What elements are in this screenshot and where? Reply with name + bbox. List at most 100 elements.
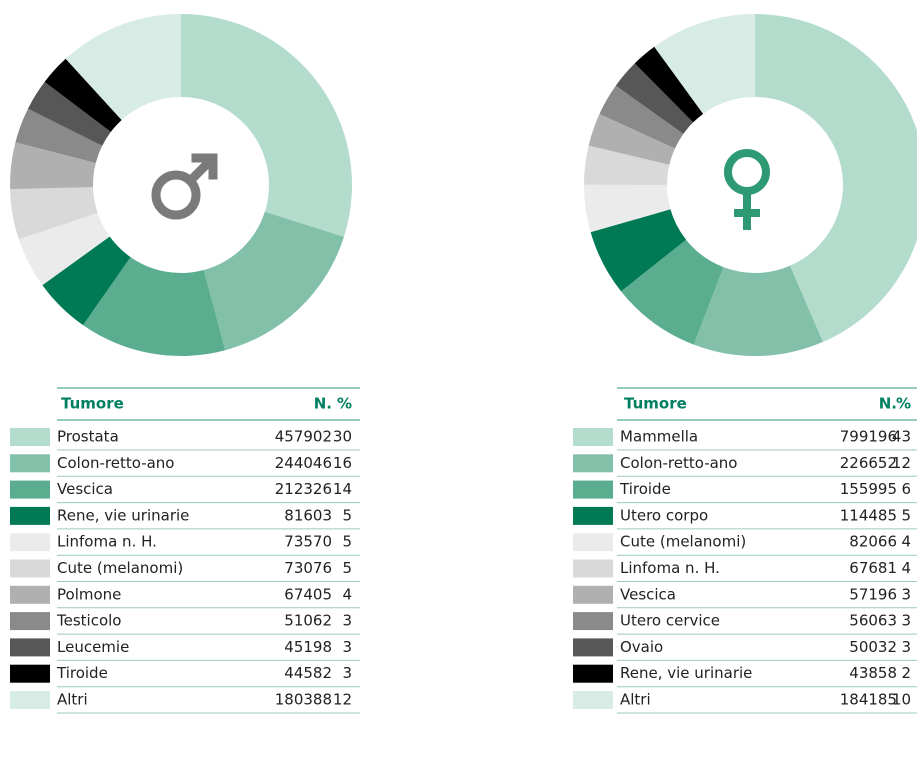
row-percent: 10 — [892, 691, 911, 709]
row-percent: 12 — [892, 454, 911, 472]
pie-slice — [181, 14, 352, 237]
table-header: Tumore — [61, 395, 124, 413]
row-count: 51062 — [284, 612, 332, 630]
row-percent: 16 — [333, 454, 352, 472]
row-count: 155995 — [840, 480, 897, 498]
row-percent: 5 — [342, 559, 352, 577]
row-count: 184185 — [840, 691, 897, 709]
legend-swatch — [573, 585, 613, 604]
pie-slice — [599, 85, 684, 149]
row-count: 212326 — [275, 480, 332, 498]
row-count: 57196 — [849, 585, 897, 603]
pie-slice — [203, 211, 344, 351]
pie-slice — [83, 257, 226, 356]
row-label: Rene, vie urinarie — [620, 664, 752, 682]
pie-slice — [615, 63, 694, 134]
row-label: Tiroide — [56, 664, 108, 682]
legend-swatch — [573, 691, 613, 709]
pie-slice — [654, 14, 755, 114]
row-count: 45198 — [284, 638, 332, 656]
row-percent: 5 — [342, 533, 352, 551]
table-header: N. — [314, 395, 332, 413]
legend-swatch — [10, 691, 50, 709]
pie-slice — [27, 81, 111, 146]
legend-swatch — [10, 585, 50, 604]
row-label: Cute (melanomi) — [620, 533, 746, 551]
pie-slice — [18, 213, 110, 286]
row-label: Vescica — [620, 585, 676, 603]
row-percent: 3 — [901, 585, 911, 603]
female-symbol — [724, 149, 770, 230]
legend-swatch — [10, 454, 50, 473]
pie-slice — [44, 58, 122, 132]
row-count: 44582 — [284, 664, 332, 682]
pie-slice — [9, 142, 96, 190]
row-label: Altri — [57, 691, 88, 709]
row-count: 180388 — [275, 691, 332, 709]
table-header: N. — [879, 395, 897, 413]
row-percent: 6 — [901, 480, 911, 498]
row-count: 457902 — [275, 428, 332, 446]
row-count: 226652 — [840, 454, 897, 472]
legend-swatch — [573, 506, 613, 525]
pie-slice — [42, 236, 131, 326]
row-label: Altri — [620, 691, 651, 709]
row-label: Linfoma n. H. — [620, 559, 720, 577]
row-percent: 5 — [901, 506, 911, 524]
legend-swatch — [573, 533, 613, 552]
row-percent: 4 — [342, 585, 352, 603]
row-percent: 3 — [901, 612, 911, 630]
legend-swatch — [10, 664, 50, 683]
row-label: Prostata — [57, 428, 119, 446]
row-label: Mammella — [620, 428, 698, 446]
pie-slice — [10, 187, 98, 240]
row-percent: 2 — [901, 664, 911, 682]
pie-slice — [15, 108, 103, 164]
row-label: Rene, vie urinarie — [57, 506, 189, 524]
row-label: Vescica — [57, 480, 113, 498]
table-header: % — [896, 395, 911, 413]
row-percent: 4 — [901, 559, 911, 577]
row-label: Cute (melanomi) — [57, 559, 183, 577]
pie-slice — [65, 14, 181, 121]
row-percent: 5 — [342, 506, 352, 524]
row-label: Leucemie — [57, 638, 129, 656]
row-label: Tiroide — [619, 480, 671, 498]
legend-swatch — [573, 612, 613, 631]
row-count: 244046 — [275, 454, 332, 472]
legend-swatch — [573, 480, 613, 499]
row-percent: 30 — [333, 428, 352, 446]
row-percent: 3 — [342, 664, 352, 682]
row-percent: 3 — [901, 638, 911, 656]
pie-slice — [755, 14, 917, 342]
row-percent: 4 — [901, 533, 911, 551]
legend-swatch — [10, 612, 50, 631]
row-count: 73076 — [284, 559, 332, 577]
legend-swatch — [573, 454, 613, 473]
row-label: Colon-retto-ano — [57, 454, 175, 472]
legend-swatch — [10, 533, 50, 552]
legend-swatch — [573, 664, 613, 683]
row-count: 73570 — [284, 533, 332, 551]
table-header: Tumore — [624, 395, 687, 413]
pie-slice — [621, 239, 724, 345]
legend-swatch — [10, 638, 50, 657]
legend-swatch — [10, 559, 50, 578]
legend-swatch — [10, 428, 50, 446]
row-label: Polmone — [57, 585, 121, 603]
row-label: Ovaio — [620, 638, 663, 656]
male-symbol — [151, 153, 218, 220]
row-percent: 14 — [333, 480, 352, 498]
row-count: 82066 — [849, 533, 897, 551]
row-count: 50032 — [849, 638, 897, 656]
row-count: 67681 — [849, 559, 897, 577]
pie-slice — [584, 184, 671, 233]
legend-swatch — [10, 480, 50, 499]
row-label: Colon-retto-ano — [620, 454, 738, 472]
pie-slice — [590, 209, 687, 292]
row-percent: 43 — [892, 428, 911, 446]
legend-swatch — [573, 428, 613, 446]
row-percent: 3 — [342, 612, 352, 630]
row-label: Utero cervice — [620, 612, 720, 630]
row-label: Testicolo — [56, 612, 121, 630]
